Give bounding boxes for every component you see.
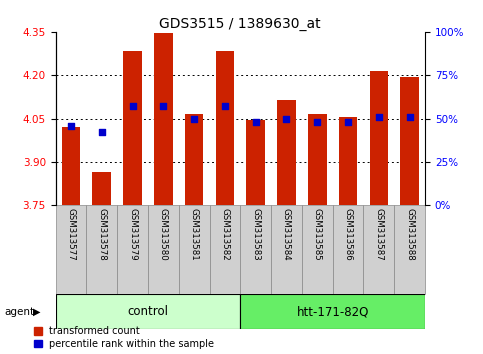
Bar — [240, 294, 425, 329]
Point — [67, 123, 75, 129]
Point — [344, 119, 352, 125]
Text: GSM313581: GSM313581 — [190, 208, 199, 261]
Text: GSM313585: GSM313585 — [313, 208, 322, 261]
Text: GSM313586: GSM313586 — [343, 208, 353, 261]
Text: GSM313587: GSM313587 — [374, 208, 384, 261]
Bar — [215, 51, 234, 205]
Text: agent: agent — [5, 307, 35, 316]
Bar — [117, 205, 148, 294]
Bar — [271, 205, 302, 294]
Text: ▶: ▶ — [33, 307, 41, 316]
Text: GSM313588: GSM313588 — [405, 208, 414, 261]
Bar — [86, 205, 117, 294]
Text: GSM313584: GSM313584 — [282, 208, 291, 261]
Bar — [394, 205, 425, 294]
Text: control: control — [128, 305, 169, 318]
Bar — [185, 114, 203, 205]
Bar — [369, 71, 388, 205]
Bar — [210, 205, 240, 294]
Bar — [333, 205, 364, 294]
Bar — [56, 294, 241, 329]
Bar — [92, 172, 111, 205]
Point — [283, 116, 290, 121]
Point — [221, 104, 229, 109]
Bar — [302, 205, 333, 294]
Bar — [148, 205, 179, 294]
Bar — [56, 205, 86, 294]
Point — [190, 116, 198, 121]
Bar — [339, 117, 357, 205]
Text: GSM313579: GSM313579 — [128, 208, 137, 261]
Point — [406, 114, 413, 120]
Legend: transformed count, percentile rank within the sample: transformed count, percentile rank withi… — [34, 326, 214, 349]
Text: GSM313580: GSM313580 — [159, 208, 168, 261]
Text: GSM313578: GSM313578 — [97, 208, 106, 261]
Point — [375, 114, 383, 120]
Point — [128, 104, 136, 109]
Bar — [123, 51, 142, 205]
Bar — [246, 120, 265, 205]
Point — [159, 104, 167, 109]
Bar — [240, 205, 271, 294]
Text: GSM313577: GSM313577 — [67, 208, 75, 261]
Text: GSM313583: GSM313583 — [251, 208, 260, 261]
Bar — [154, 33, 172, 205]
Bar — [62, 127, 80, 205]
Bar — [400, 77, 419, 205]
Point — [98, 130, 106, 135]
Bar — [308, 114, 327, 205]
Bar — [179, 205, 210, 294]
Point — [313, 119, 321, 125]
Point — [252, 119, 259, 125]
Title: GDS3515 / 1389630_at: GDS3515 / 1389630_at — [159, 17, 321, 31]
Text: htt-171-82Q: htt-171-82Q — [297, 305, 369, 318]
Bar — [364, 205, 394, 294]
Text: GSM313582: GSM313582 — [220, 208, 229, 261]
Bar — [277, 100, 296, 205]
